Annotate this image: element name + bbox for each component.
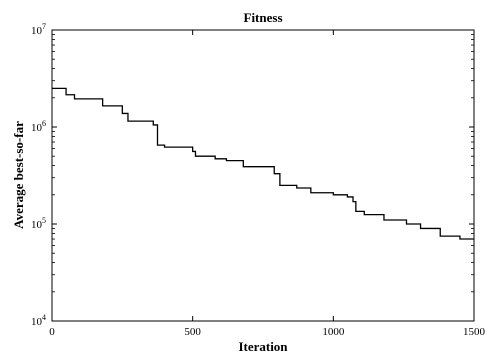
- y-axis-label: Average best-so-far: [11, 121, 26, 229]
- x-tick-label: 1500: [463, 326, 486, 338]
- ticks-layer: 0 500 1000 1500 104 105 106 107: [31, 22, 486, 338]
- x-tick-label: 1000: [322, 326, 345, 338]
- x-tick-label: 0: [49, 326, 55, 338]
- chart-title: Fitness: [244, 10, 283, 25]
- y-tick-label: 106: [31, 119, 46, 134]
- series-line: [52, 87, 474, 240]
- y-tick-label: 105: [31, 216, 46, 231]
- y-tick-label: 107: [31, 22, 46, 37]
- y-tick-label: 104: [31, 313, 46, 328]
- x-axis-label: Iteration: [238, 339, 288, 353]
- x-tick-label: 500: [184, 326, 201, 338]
- series-layer: [52, 87, 474, 240]
- plot-area-frame: [51, 29, 475, 322]
